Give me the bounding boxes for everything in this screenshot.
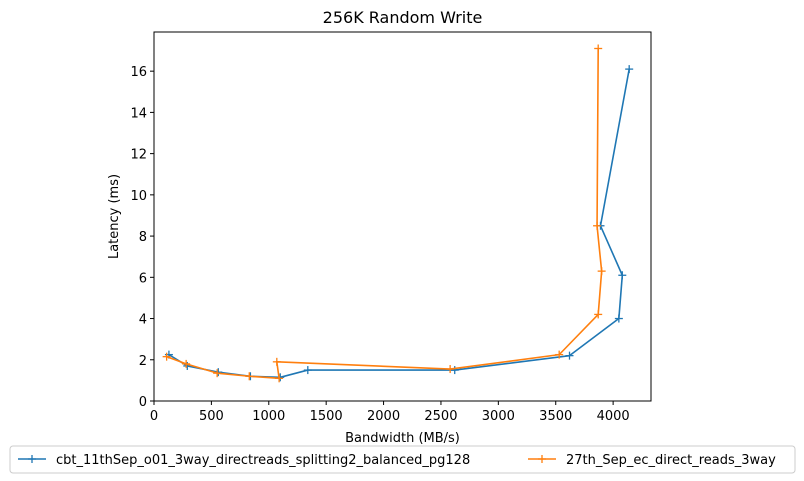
y-tick-label: 2: [139, 354, 147, 369]
series-2: [162, 44, 606, 383]
legend-entry-series-1: [18, 455, 46, 463]
y-tick-label: 16: [130, 65, 147, 80]
y-axis-label: Latency (ms): [107, 174, 122, 259]
x-tick-label: 3500: [539, 409, 572, 424]
chart-title: 256K Random Write: [323, 8, 483, 27]
legend-label-series-2: 27th_Sep_ec_direct_reads_3way: [566, 453, 776, 468]
y-tick-label: 12: [130, 148, 147, 163]
x-tick-label: 3000: [482, 409, 515, 424]
series-1-line: [168, 68, 630, 379]
x-tick-label: 0: [150, 409, 158, 424]
plot-area: [162, 44, 634, 383]
y-tick-label: 4: [139, 313, 147, 328]
x-tick-label: 500: [199, 409, 224, 424]
series-2-line: [166, 48, 603, 380]
y-tick-label: 14: [130, 106, 147, 121]
y-tick-label: 6: [139, 271, 147, 286]
x-tick-label: 2000: [367, 409, 400, 424]
legend: cbt_11thSep_o01_3way_directreads_splitti…: [9, 445, 796, 474]
x-tick-label: 1500: [310, 409, 343, 424]
series-1: [164, 65, 634, 382]
legend-entry-series-2: [528, 455, 556, 463]
legend-frame: [9, 445, 796, 474]
y-tick-label: 10: [130, 189, 147, 204]
x-axis-ticks: 0 500 1000 1500 2000 2500 3000 3500 4000: [150, 401, 630, 424]
y-tick-label: 0: [139, 395, 147, 410]
x-tick-label: 1000: [252, 409, 285, 424]
plot-frame: [153, 31, 652, 402]
x-axis-label: Bandwidth (MB/s): [345, 431, 460, 446]
x-tick-label: 2500: [424, 409, 457, 424]
legend-label-series-1: cbt_11thSep_o01_3way_directreads_splitti…: [56, 453, 470, 468]
x-tick-label: 4000: [597, 409, 630, 424]
y-tick-label: 8: [139, 230, 147, 245]
y-axis-ticks: 0 2 4 6 8 10 12 14 16: [130, 65, 154, 410]
